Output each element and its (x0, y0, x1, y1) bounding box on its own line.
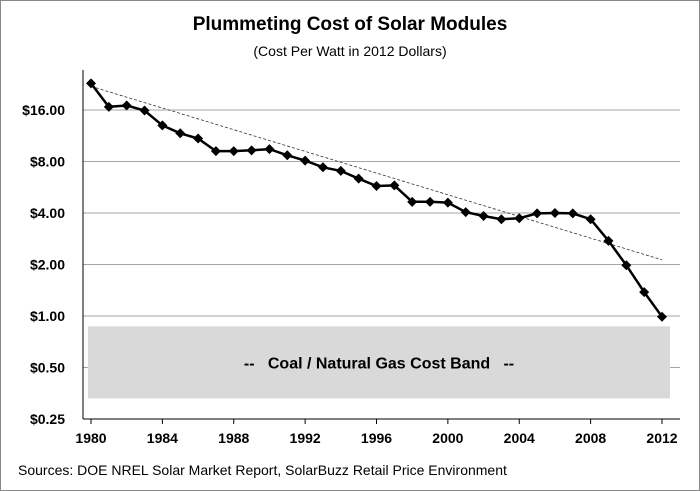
data-point (639, 287, 650, 298)
series-line (90, 82, 664, 318)
x-tick-label: 2000 (432, 430, 463, 446)
data-point (157, 120, 168, 131)
data-point (139, 105, 150, 116)
cost-band (88, 326, 670, 399)
data-point (103, 101, 114, 112)
chart-source: Sources: DOE NREL Solar Market Report, S… (18, 462, 507, 478)
data-point (407, 196, 418, 207)
data-point (514, 213, 525, 224)
data-point (460, 207, 471, 218)
data-point (389, 180, 400, 191)
y-tick-label: $1.00 (30, 308, 65, 324)
y-tick-label: $2.00 (30, 257, 65, 273)
data-point (193, 133, 204, 144)
y-tick-label: $16.00 (22, 102, 65, 118)
data-point (121, 100, 132, 111)
x-tick-label: 1996 (361, 430, 392, 446)
data-point (478, 211, 489, 222)
trendline (90, 85, 663, 261)
chart-subtitle: (Cost Per Watt in 2012 Dollars) (253, 43, 447, 59)
data-point (621, 260, 632, 271)
y-tick-label: $4.00 (30, 205, 65, 221)
data-point (86, 78, 96, 89)
data-point (549, 208, 560, 218)
x-tick-label: 1980 (75, 430, 106, 446)
x-tick-label: 1984 (147, 430, 178, 446)
y-tick-label: $0.50 (30, 360, 65, 376)
data-point (567, 208, 578, 219)
data-point (425, 196, 436, 207)
data-point (353, 173, 364, 184)
x-tick-label: 1992 (290, 430, 321, 446)
data-point (532, 208, 543, 219)
x-tick-label: 2012 (646, 430, 677, 446)
data-point (371, 181, 382, 192)
data-point (442, 197, 453, 208)
data-point (335, 165, 346, 176)
x-tick-label: 2008 (575, 430, 606, 446)
data-point (657, 311, 667, 322)
data-point (246, 145, 257, 156)
data-point (228, 146, 239, 157)
y-tick-label: $8.00 (30, 154, 65, 170)
x-tick-label: 2004 (504, 430, 535, 446)
x-tick-label: 1988 (218, 430, 249, 446)
data-point (603, 235, 614, 246)
data-point (300, 155, 311, 166)
y-tick-label: $0.25 (30, 411, 65, 427)
data-point (210, 146, 221, 157)
data-point (496, 214, 507, 225)
data-point (282, 150, 293, 161)
data-point (264, 144, 275, 155)
data-point (175, 128, 186, 139)
cost-band-label: -- Coal / Natural Gas Cost Band -- (244, 355, 514, 372)
chart-title: Plummeting Cost of Solar Modules (192, 14, 508, 35)
data-point (585, 214, 596, 225)
data-point (317, 162, 328, 173)
